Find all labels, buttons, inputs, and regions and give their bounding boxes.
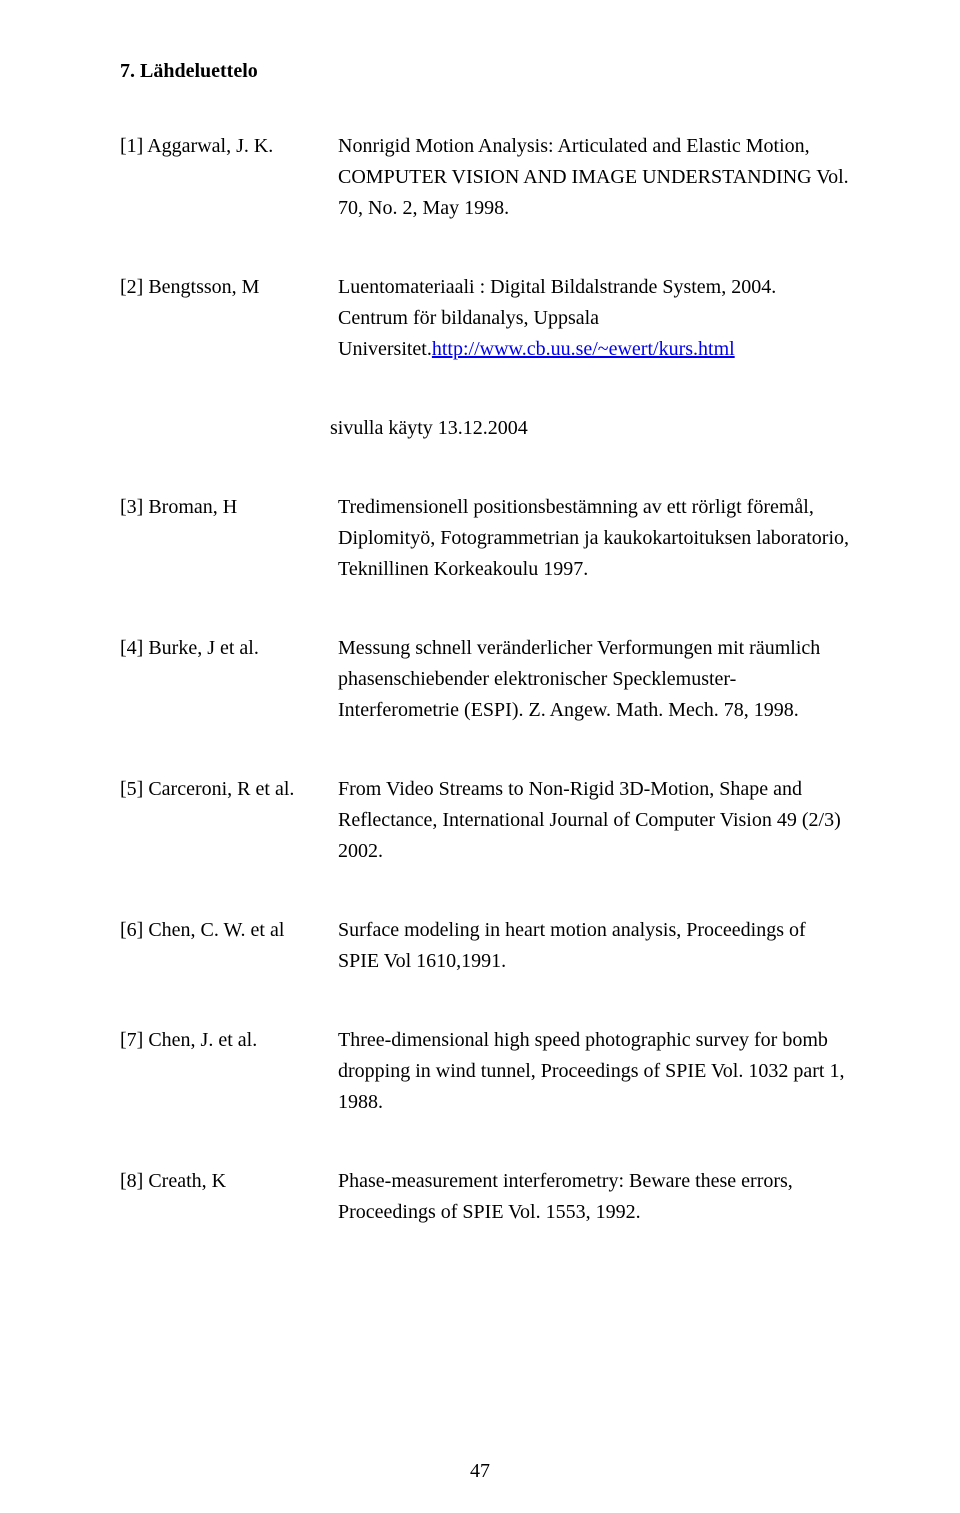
reference-key: [2] Bengtsson, M — [120, 272, 338, 365]
reference-entry: [3] Broman, HTredimensionell positionsbe… — [120, 492, 850, 585]
page-number: 47 — [0, 1460, 960, 1483]
reference-entry: [5] Carceroni, R et al.From Video Stream… — [120, 774, 850, 867]
reference-text: Surface modeling in heart motion analysi… — [338, 919, 806, 972]
reference-key: [7] Chen, J. et al. — [120, 1025, 338, 1118]
reference-list: [1] Aggarwal, J. K.Nonrigid Motion Analy… — [120, 131, 850, 1228]
reference-key: [5] Carceroni, R et al. — [120, 774, 338, 867]
reference-description: Nonrigid Motion Analysis: Articulated an… — [338, 131, 850, 224]
reference-text: Three-dimensional high speed photographi… — [338, 1029, 844, 1113]
section-heading: 7. Lähdeluettelo — [120, 60, 850, 83]
reference-description: Messung schnell veränderlicher Verformun… — [338, 633, 850, 726]
reference-entry: [4] Burke, J et al.Messung schnell verän… — [120, 633, 850, 726]
reference-description: Surface modeling in heart motion analysi… — [338, 915, 850, 977]
reference-text: Phase-measurement interferometry: Beware… — [338, 1170, 793, 1223]
reference-entry: [6] Chen, C. W. et alSurface modeling in… — [120, 915, 850, 977]
reference-note: sivulla käyty 13.12.2004 — [330, 413, 850, 444]
reference-key: [6] Chen, C. W. et al — [120, 915, 338, 977]
reference-description: Phase-measurement interferometry: Beware… — [338, 1166, 850, 1228]
reference-key: [3] Broman, H — [120, 492, 338, 585]
reference-text: Messung schnell veränderlicher Verformun… — [338, 637, 820, 721]
reference-key: [4] Burke, J et al. — [120, 633, 338, 726]
reference-text: Nonrigid Motion Analysis: Articulated an… — [338, 135, 849, 219]
reference-entry: [1] Aggarwal, J. K.Nonrigid Motion Analy… — [120, 131, 850, 224]
reference-description: Tredimensionell positionsbestämning av e… — [338, 492, 850, 585]
page: 7. Lähdeluettelo [1] Aggarwal, J. K.Nonr… — [0, 0, 960, 1513]
reference-text: Tredimensionell positionsbestämning av e… — [338, 496, 849, 580]
reference-link[interactable]: http://www.cb.uu.se/~ewert/kurs.html — [432, 338, 735, 360]
reference-entry: [8] Creath, KPhase-measurement interfero… — [120, 1166, 850, 1228]
reference-description: Three-dimensional high speed photographi… — [338, 1025, 850, 1118]
reference-key: [8] Creath, K — [120, 1166, 338, 1228]
reference-text: From Video Streams to Non-Rigid 3D-Motio… — [338, 778, 841, 862]
reference-description: Luentomateriaali : Digital Bildalstrande… — [338, 272, 850, 365]
reference-entry: [2] Bengtsson, MLuentomateriaali : Digit… — [120, 272, 850, 365]
reference-key: [1] Aggarwal, J. K. — [120, 131, 338, 224]
reference-entry: [7] Chen, J. et al.Three-dimensional hig… — [120, 1025, 850, 1118]
reference-description: From Video Streams to Non-Rigid 3D-Motio… — [338, 774, 850, 867]
